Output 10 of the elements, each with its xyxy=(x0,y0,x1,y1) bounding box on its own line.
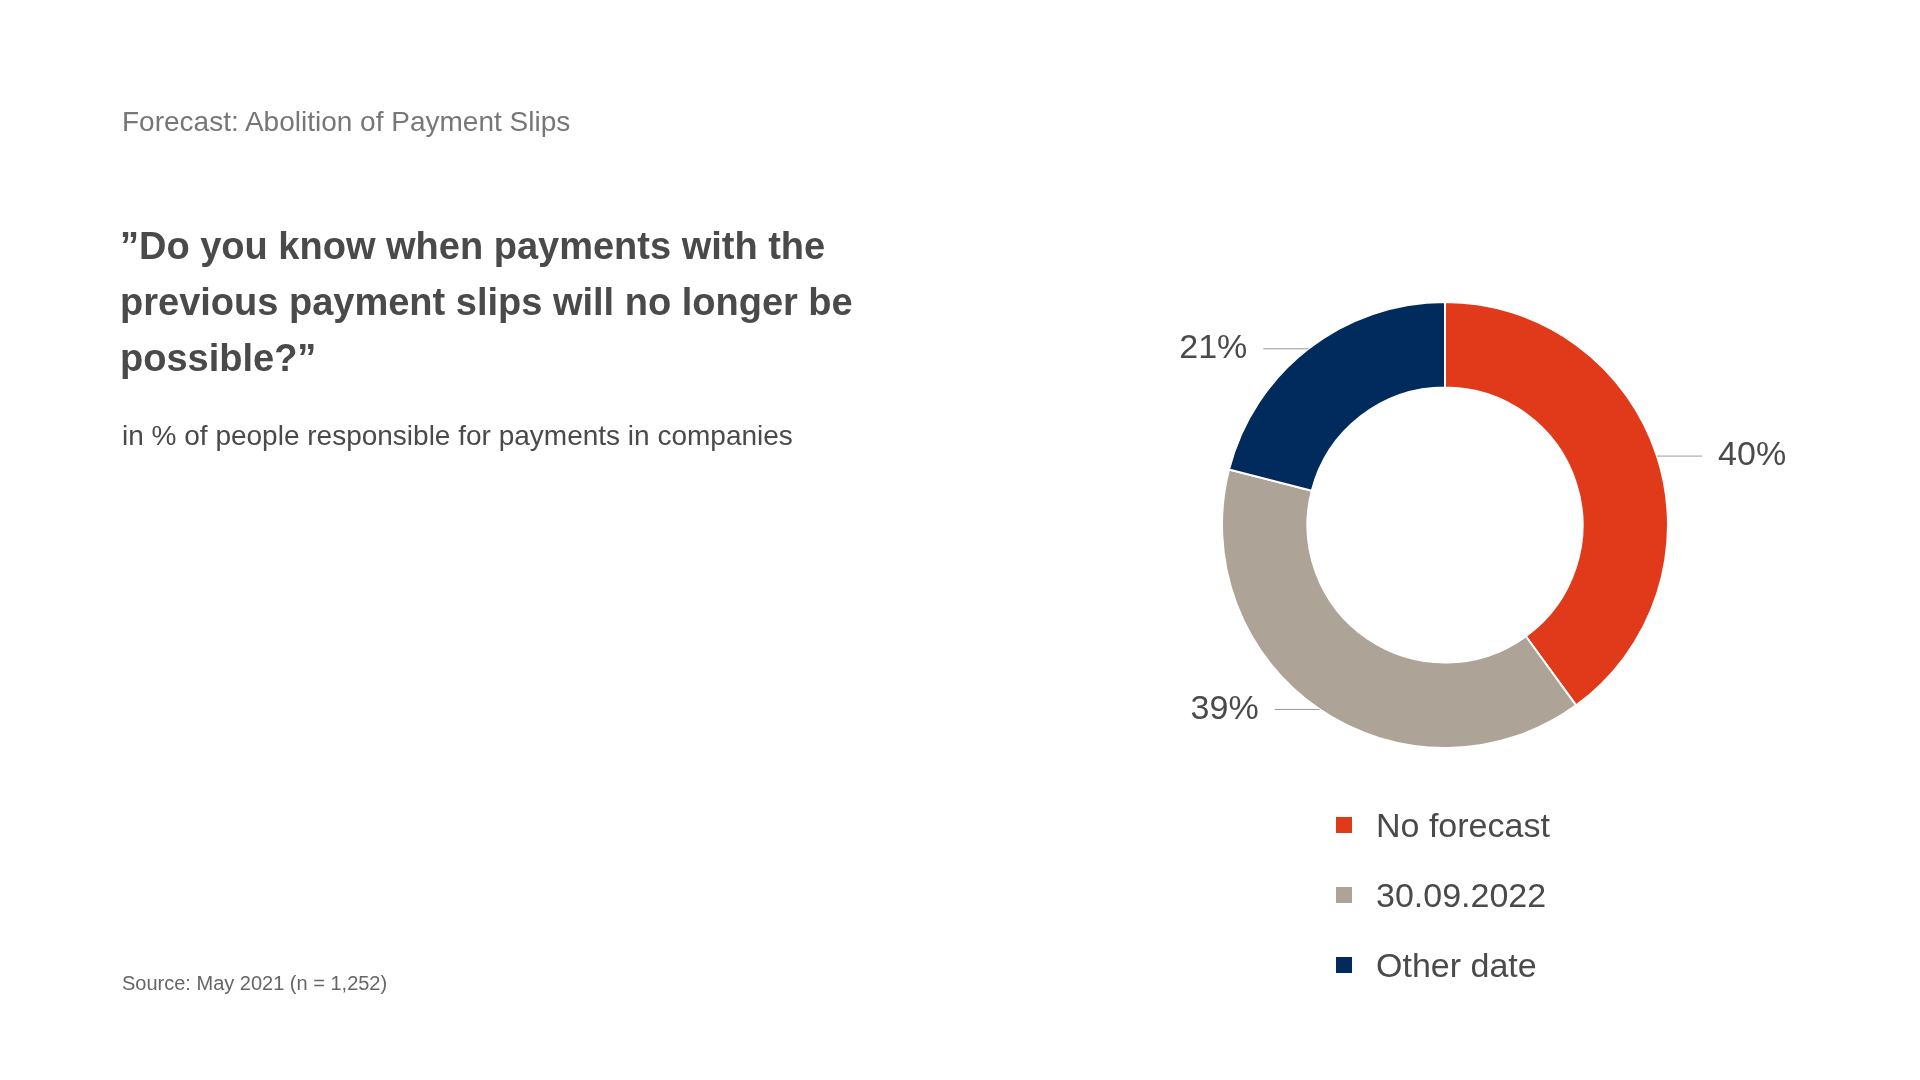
legend-label: 30.09.2022 xyxy=(1376,875,1547,915)
data-label: 40% xyxy=(1718,434,1787,473)
source-note: Source: May 2021 (n = 1,252) xyxy=(122,972,388,995)
legend-label: No forecast xyxy=(1376,805,1550,845)
legend-label: Other date xyxy=(1376,945,1537,985)
text: in % of people responsible for payments in companies xyxy=(122,420,793,452)
text: ”Do you know when payments with the previous payment slips will no longer be possible?” xyxy=(120,224,854,381)
data-label: 21% xyxy=(1179,327,1248,366)
text: Forecast: Abolition of Payment Slips xyxy=(122,106,571,138)
data-label: 39% xyxy=(1190,687,1259,726)
